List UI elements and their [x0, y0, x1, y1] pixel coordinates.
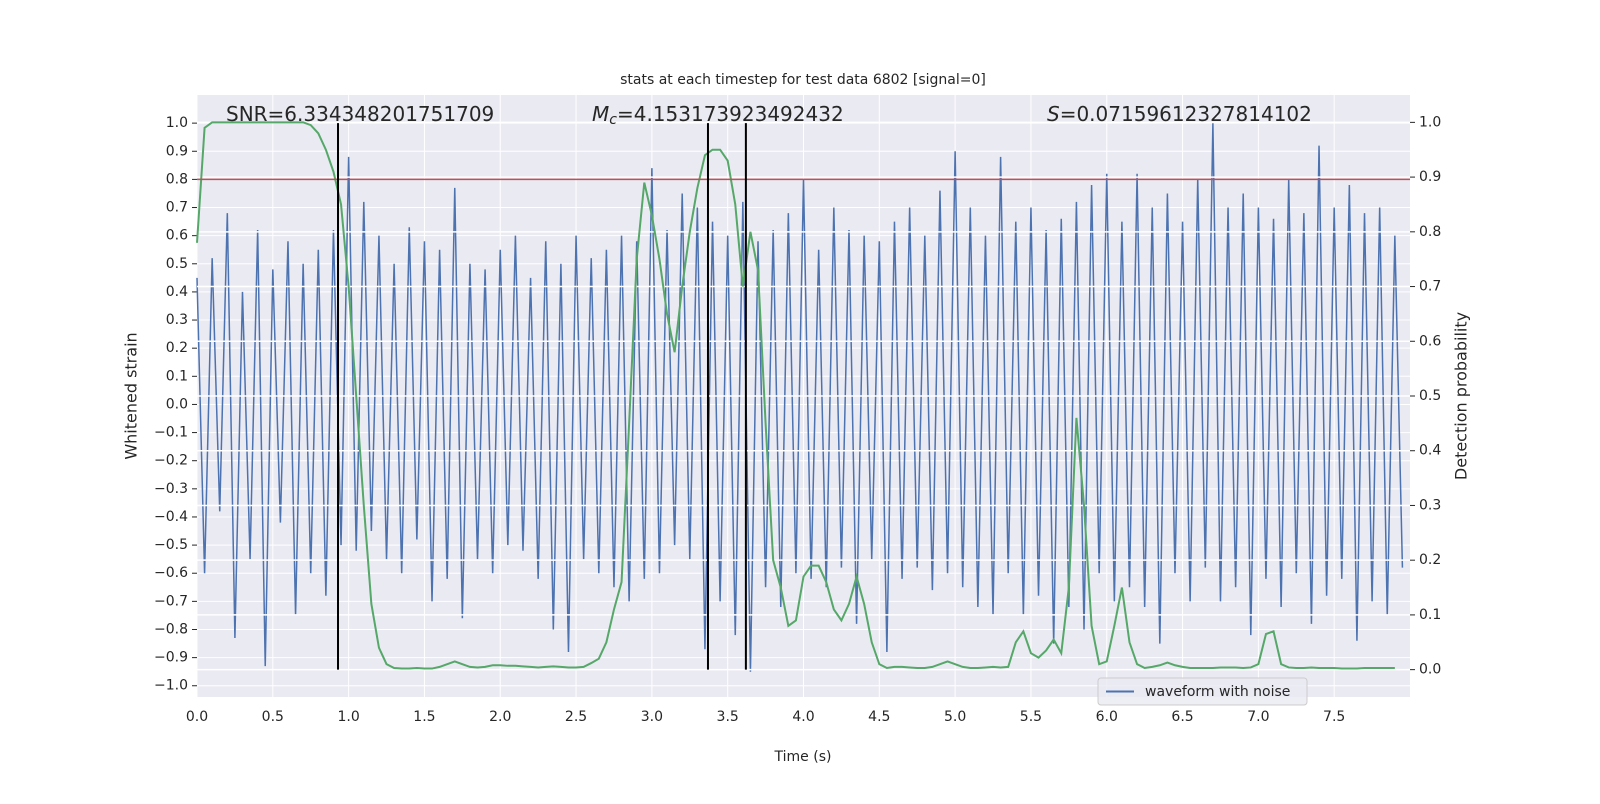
annotation-symbol: S [1047, 102, 1060, 126]
y2-tick-label: 0.9 [1419, 169, 1441, 185]
x-axis-label: Time (s) [774, 749, 832, 765]
y-tick-label: −0.8 [154, 621, 188, 637]
y-tick-label: −0.2 [154, 453, 188, 469]
annotation-text: =0.07159612327814102 [1060, 102, 1312, 126]
annotation-symbol: M [592, 102, 609, 126]
x-tick-label: 4.0 [792, 709, 814, 725]
y-tick-label: 0.7 [166, 200, 188, 216]
y2-tick-label: 0.7 [1419, 279, 1441, 295]
annotation: SNR=6.334348201751709 [226, 102, 494, 126]
y2-tick-label: 0.8 [1419, 224, 1441, 240]
y2-tick-label: 0.1 [1419, 607, 1441, 623]
y-tick-label: −1.0 [154, 678, 188, 694]
y-tick-label: −0.7 [154, 593, 188, 609]
x-tick-label: 1.5 [413, 709, 435, 725]
y2-tick-label: 0.5 [1419, 388, 1441, 404]
x-tick-label: 0.0 [186, 709, 208, 725]
y-tick-label: 0.6 [166, 228, 188, 244]
y2-tick-label: 0.2 [1419, 552, 1441, 568]
x-tick-label: 5.0 [944, 709, 966, 725]
x-tick-label: 2.0 [489, 709, 511, 725]
annotation-text: =4.153173923492432 [617, 102, 844, 126]
probability-line [196, 121, 1395, 670]
y-tick-label: −0.1 [154, 425, 188, 441]
y2-tick-label: 0.6 [1419, 333, 1441, 349]
x-tick-label: 6.0 [1096, 709, 1118, 725]
annotation: S=0.07159612327814102 [1047, 102, 1312, 126]
annotation-subscript: c [609, 112, 617, 128]
waveform-line [196, 123, 1404, 672]
y-axis-label: Whitened strain [122, 332, 141, 459]
x-tick-label: 3.5 [717, 709, 739, 725]
annotation: Mc=4.153173923492432 [592, 102, 844, 129]
legend-label: waveform with noise [1145, 684, 1290, 700]
x-tick-label: 5.5 [1020, 709, 1042, 725]
y-tick-label: 0.2 [166, 340, 188, 356]
y-tick-label: −0.4 [154, 509, 188, 525]
x-tick-label: 1.0 [337, 709, 359, 725]
y2-axis-label: Detection probability [1452, 312, 1471, 480]
y-tick-label: 0.8 [166, 171, 188, 187]
x-tick-label: 7.5 [1323, 709, 1345, 725]
x-tick-label: 7.0 [1247, 709, 1269, 725]
y-tick-label: 0.5 [166, 256, 188, 272]
y2-tick-label: 1.0 [1419, 114, 1441, 130]
y2-tick-label: 0.3 [1419, 497, 1441, 513]
y-tick-label: −0.6 [154, 565, 188, 581]
y-tick-label: 0.9 [166, 143, 188, 159]
x-tick-label: 0.5 [262, 709, 284, 725]
y-tick-label: 1.0 [166, 115, 188, 131]
y-tick-label: 0.0 [166, 396, 188, 412]
y2-tick-label: 0.0 [1419, 662, 1441, 678]
chart-title: stats at each timestep for test data 680… [620, 72, 986, 88]
x-tick-label: 4.5 [868, 709, 890, 725]
annotation-text: SNR=6.334348201751709 [226, 102, 494, 126]
x-tick-label: 3.0 [641, 709, 663, 725]
y-tick-label: 0.4 [166, 284, 188, 300]
y-tick-label: 0.3 [166, 312, 188, 328]
y-tick-label: −0.9 [154, 650, 188, 666]
y-tick-label: 0.1 [166, 368, 188, 384]
y-tick-label: −0.5 [154, 537, 188, 553]
legend-box [1097, 677, 1308, 706]
y-tick-label: −0.3 [154, 481, 188, 497]
y2-tick-label: 0.4 [1419, 443, 1441, 459]
x-tick-label: 6.5 [1171, 709, 1193, 725]
x-tick-label: 2.5 [565, 709, 587, 725]
